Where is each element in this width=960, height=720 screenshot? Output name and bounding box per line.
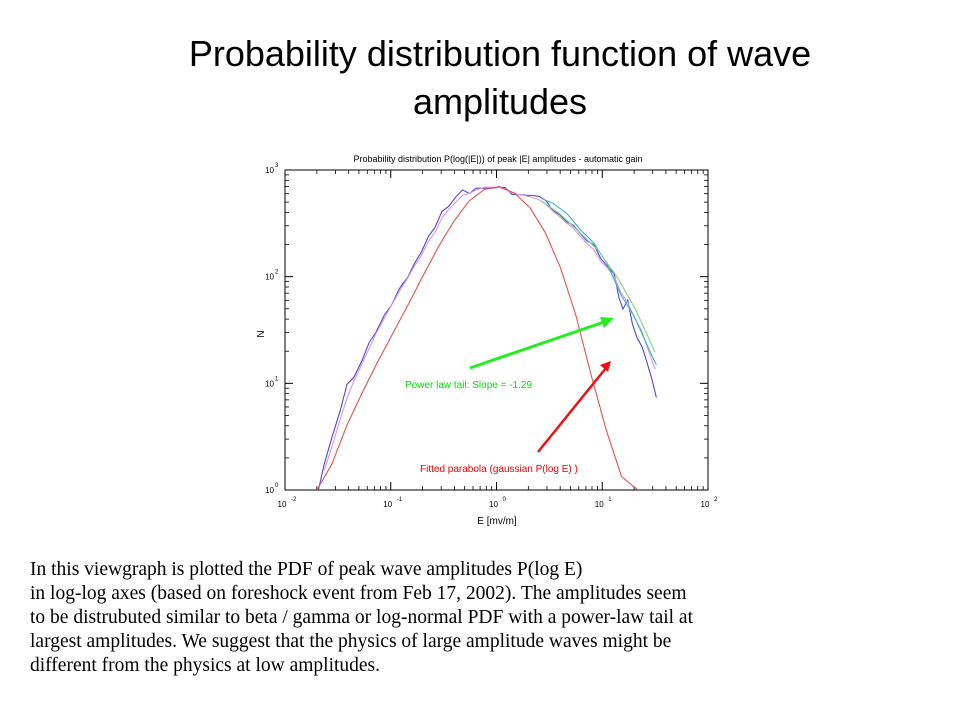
power-law-arrow-line (469, 319, 608, 370)
slide-title-line-1: Probability distribution function of wav… (188, 33, 812, 74)
y-tick-label: 10 (265, 379, 274, 388)
annotation-layer: Power law tail: Slope = -1.29 Fitted par… (405, 317, 614, 475)
y-tick-label: 10 (265, 486, 274, 495)
series-line-4 (541, 200, 656, 353)
series-line-5 (316, 186, 639, 490)
x-tick-label: 10 (701, 500, 710, 509)
power-law-annotation: Power law tail: Slope = -1.29 (405, 380, 532, 391)
parabola-arrow-line (537, 367, 607, 453)
caption-line-1: In this viewgraph is plotted the PDF of … (30, 559, 583, 580)
y-axis-label: N (256, 330, 267, 337)
chart-title: Probability distribution P(log(|E|)) of … (354, 154, 643, 164)
chart-background (240, 142, 720, 532)
series-layer (316, 186, 657, 490)
x-tick-label: 10 (489, 500, 498, 509)
x-tick-exponent: -2 (291, 497, 297, 503)
x-tick-exponent: 2 (714, 497, 718, 503)
axis-ticks: 10 -2 10 -1 10 0 10 1 10 210 010 110 210 3 (265, 163, 718, 509)
y-tick-exponent: 3 (275, 163, 279, 169)
pdf-chart: Probability distribution P(log(|E|)) of … (240, 142, 720, 532)
slide-title: Probability distribution function of wav… (100, 30, 900, 126)
y-tick-exponent: 0 (275, 483, 279, 489)
parabola-arrowhead (600, 361, 611, 372)
x-tick-label: 10 (383, 500, 392, 509)
caption-line-3: to be distrubuted similar to beta / gamm… (30, 607, 694, 628)
caption-line-4: largest amplitudes. We suggest that the … (30, 631, 672, 652)
y-tick-label: 10 (265, 166, 274, 175)
caption-line-5: different from the physics at low amplit… (30, 655, 381, 676)
x-tick-label: 10 (278, 500, 287, 509)
y-tick-exponent: 2 (275, 270, 279, 276)
x-tick-label: 10 (595, 500, 604, 509)
y-tick-label: 10 (265, 273, 274, 282)
x-tick-exponent: 1 (608, 497, 612, 503)
parabola-annotation: Fitted parabola (gaussian P(log E) ) (420, 464, 578, 475)
x-tick-exponent: -1 (397, 497, 403, 503)
x-tick-exponent: 0 (503, 497, 507, 503)
caption: In this viewgraph is plotted the PDF of … (30, 558, 950, 678)
y-tick-exponent: 1 (275, 376, 279, 382)
caption-line-2: in log-log axes (based on foreshock even… (30, 583, 687, 604)
power-law-arrowhead (600, 317, 614, 328)
slide-title-line-2: amplitudes (412, 81, 588, 122)
x-axis-label: E [mv/m] (477, 516, 517, 527)
